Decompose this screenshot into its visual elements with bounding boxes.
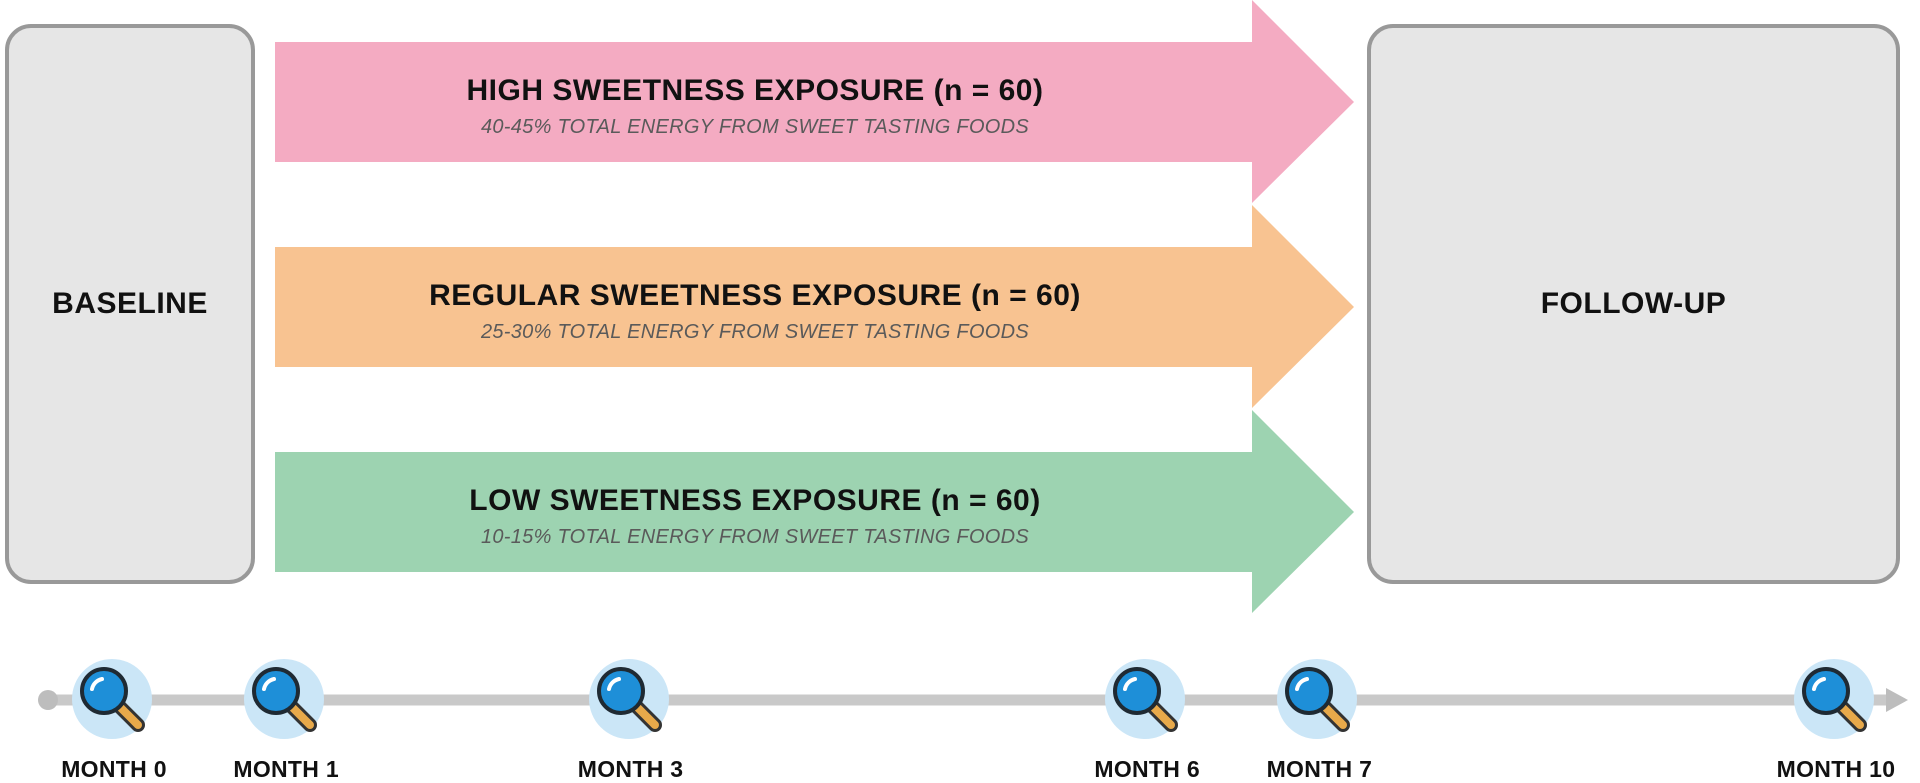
magnifying-glass-icon <box>1794 659 1874 739</box>
arrow-shape <box>275 0 1354 203</box>
month-label: MONTH 6 <box>1094 756 1200 782</box>
arm-subtitle: 40-45% TOTAL ENERGY FROM SWEET TASTING F… <box>480 116 1030 138</box>
month-label: MONTH 0 <box>61 756 167 782</box>
baseline-label: BASELINE <box>52 287 208 320</box>
arm-title: LOW SWEETNESS EXPOSURE (n = 60) <box>469 484 1041 517</box>
magnifying-glass-icon <box>588 659 669 739</box>
arm-title: REGULAR SWEETNESS EXPOSURE (n = 60) <box>429 279 1081 312</box>
month-label: MONTH 10 <box>1776 756 1896 782</box>
arm-regular-sweetness: REGULAR SWEETNESS EXPOSURE (n = 60) 25-3… <box>0 205 1920 410</box>
arrow-shape <box>275 205 1354 408</box>
magnifying-glass-icon <box>72 659 152 739</box>
magnifying-glass-icon <box>1277 659 1358 739</box>
arm-low-sweetness: LOW SWEETNESS EXPOSURE (n = 60) 10-15% T… <box>0 410 1920 615</box>
arm-subtitle: 10-15% TOTAL ENERGY FROM SWEET TASTING F… <box>480 526 1030 548</box>
arm-high-sweetness: HIGH SWEETNESS EXPOSURE (n = 60) 40-45% … <box>0 0 1920 205</box>
month-label: MONTH 1 <box>233 756 339 782</box>
month-label: MONTH 3 <box>577 756 684 782</box>
arrow-shape <box>275 410 1354 613</box>
magnifying-glass-icon <box>1105 659 1186 739</box>
magnifying-glass-icon <box>244 659 325 739</box>
timeline: MONTH 0 MONTH 1 MONTH 3 MONTH 6 MONTH 7 MONTH… <box>0 620 1920 783</box>
month-label: MONTH 7 <box>1266 756 1373 782</box>
follow-up-box: FOLLOW-UP <box>1367 24 1900 584</box>
arm-subtitle: 25-30% TOTAL ENERGY FROM SWEET TASTING F… <box>480 321 1030 343</box>
timeline-start-dot <box>38 690 58 710</box>
follow-up-label: FOLLOW-UP <box>1540 287 1727 320</box>
timeline-axis <box>38 688 1908 712</box>
baseline-box: BASELINE <box>5 24 255 584</box>
timeline-arrowhead <box>1886 688 1908 712</box>
arm-title: HIGH SWEETNESS EXPOSURE (n = 60) <box>466 74 1044 107</box>
